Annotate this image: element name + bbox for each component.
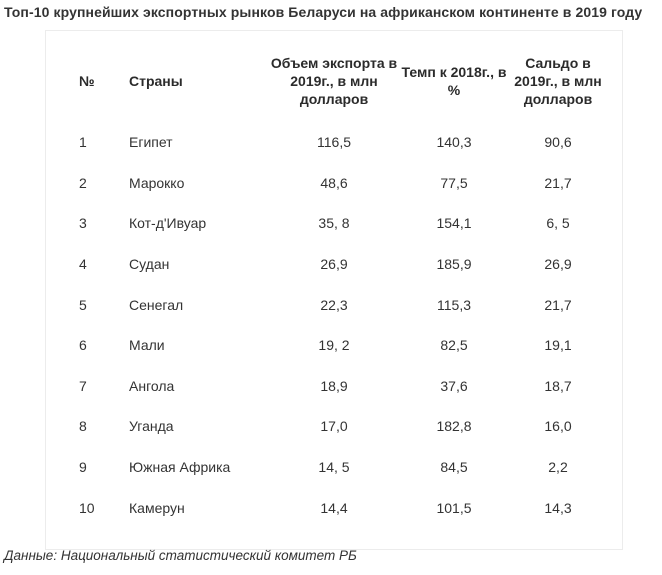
cell-export: 18,9 bbox=[320, 377, 348, 394]
cell-export: 22,3 bbox=[320, 296, 348, 313]
cell-rate: 82,5 bbox=[440, 337, 468, 354]
cell-country: Судан bbox=[129, 256, 170, 273]
table-row: 8 Уганда 17,0 182,8 16,0 bbox=[79, 406, 607, 447]
cell-export: 14, 5 bbox=[318, 459, 350, 476]
cell-num: 2 bbox=[79, 174, 87, 191]
cell-country: Южная Африка bbox=[129, 459, 231, 476]
header-export: Объем экспорта в 2019г., в млн долларов bbox=[270, 55, 398, 107]
table-row: 10 Камерун 14,4 101,5 14,3 bbox=[79, 487, 607, 528]
table-row: 1 Египет 116,5 140,3 90,6 bbox=[79, 122, 607, 163]
table-row: 4 Судан 26,9 185,9 26,9 bbox=[79, 244, 607, 285]
cell-export: 116,5 bbox=[317, 134, 351, 151]
cell-rate: 101,5 bbox=[436, 499, 472, 516]
cell-balance: 2,2 bbox=[548, 459, 568, 476]
cell-num: 5 bbox=[79, 296, 87, 313]
table-row: 6 Мали 19, 2 82,5 19,1 bbox=[79, 325, 607, 366]
cell-balance: 18,7 bbox=[544, 377, 572, 394]
cell-export: 26,9 bbox=[320, 256, 348, 273]
table-row: 9 Южная Африка 14, 5 84,5 2,2 bbox=[79, 447, 607, 488]
cell-balance: 21,7 bbox=[544, 174, 572, 191]
cell-balance: 16,0 bbox=[544, 418, 572, 435]
cell-export: 48,6 bbox=[320, 174, 348, 191]
cell-rate: 115,3 bbox=[437, 296, 471, 313]
cell-balance: 21,7 bbox=[544, 296, 572, 313]
cell-balance: 6, 5 bbox=[546, 215, 570, 232]
cell-num: 10 bbox=[79, 499, 95, 516]
table-row: 3 Кот-д'Ивуар 35, 8 154,1 6, 5 bbox=[79, 203, 607, 244]
cell-country: Кот-д'Ивуар bbox=[129, 215, 207, 232]
cell-num: 7 bbox=[79, 377, 87, 394]
cell-export: 19, 2 bbox=[318, 337, 350, 354]
cell-country: Сенегал bbox=[129, 296, 184, 313]
cell-num: 8 bbox=[79, 418, 87, 435]
cell-balance: 26,9 bbox=[544, 256, 572, 273]
table-body: 1 Египет 116,5 140,3 90,6 2 Марокко 48,6… bbox=[79, 122, 607, 528]
table-frame bbox=[45, 30, 623, 550]
cell-rate: 185,9 bbox=[436, 256, 472, 273]
cell-country: Марокко bbox=[129, 174, 185, 191]
table-row: 5 Сенегал 22,3 115,3 21,7 bbox=[79, 284, 607, 325]
header-balance: Сальдо в 2019г., в млн долларов bbox=[514, 55, 602, 107]
source-note: Данные: Национальный статистический коми… bbox=[4, 548, 357, 563]
cell-rate: 182,8 bbox=[436, 418, 472, 435]
cell-rate: 154,1 bbox=[436, 215, 472, 232]
cell-rate: 37,6 bbox=[440, 377, 468, 394]
cell-balance: 90,6 bbox=[544, 134, 572, 151]
cell-balance: 19,1 bbox=[544, 337, 572, 354]
cell-country: Мали bbox=[129, 337, 165, 354]
header-country: Страны bbox=[129, 73, 183, 89]
page-title: Топ-10 крупнейших экспортных рынков Бела… bbox=[4, 4, 643, 20]
cell-balance: 14,3 bbox=[544, 499, 572, 516]
cell-country: Ангола bbox=[129, 377, 175, 394]
cell-country: Камерун bbox=[129, 499, 185, 516]
table-row: 2 Марокко 48,6 77,5 21,7 bbox=[79, 163, 607, 204]
cell-country: Египет bbox=[129, 134, 173, 151]
table-row: 7 Ангола 18,9 37,6 18,7 bbox=[79, 366, 607, 407]
cell-country: Уганда bbox=[129, 418, 174, 435]
export-markets-table: № Страны Объем экспорта в 2019г., в млн … bbox=[79, 40, 607, 528]
cell-num: 9 bbox=[79, 459, 87, 476]
header-num: № bbox=[79, 73, 95, 89]
cell-rate: 140,3 bbox=[436, 134, 472, 151]
cell-num: 6 bbox=[79, 337, 87, 354]
cell-rate: 84,5 bbox=[440, 459, 468, 476]
cell-num: 4 bbox=[79, 256, 87, 273]
cell-export: 14,4 bbox=[320, 499, 348, 516]
cell-export: 17,0 bbox=[320, 418, 348, 435]
cell-rate: 77,5 bbox=[440, 174, 468, 191]
cell-num: 1 bbox=[79, 134, 87, 151]
cell-num: 3 bbox=[79, 215, 87, 232]
header-rate: Темп к 2018г., в % bbox=[401, 64, 507, 98]
cell-export: 35, 8 bbox=[318, 215, 350, 232]
table-header-row: № Страны Объем экспорта в 2019г., в млн … bbox=[79, 40, 607, 122]
